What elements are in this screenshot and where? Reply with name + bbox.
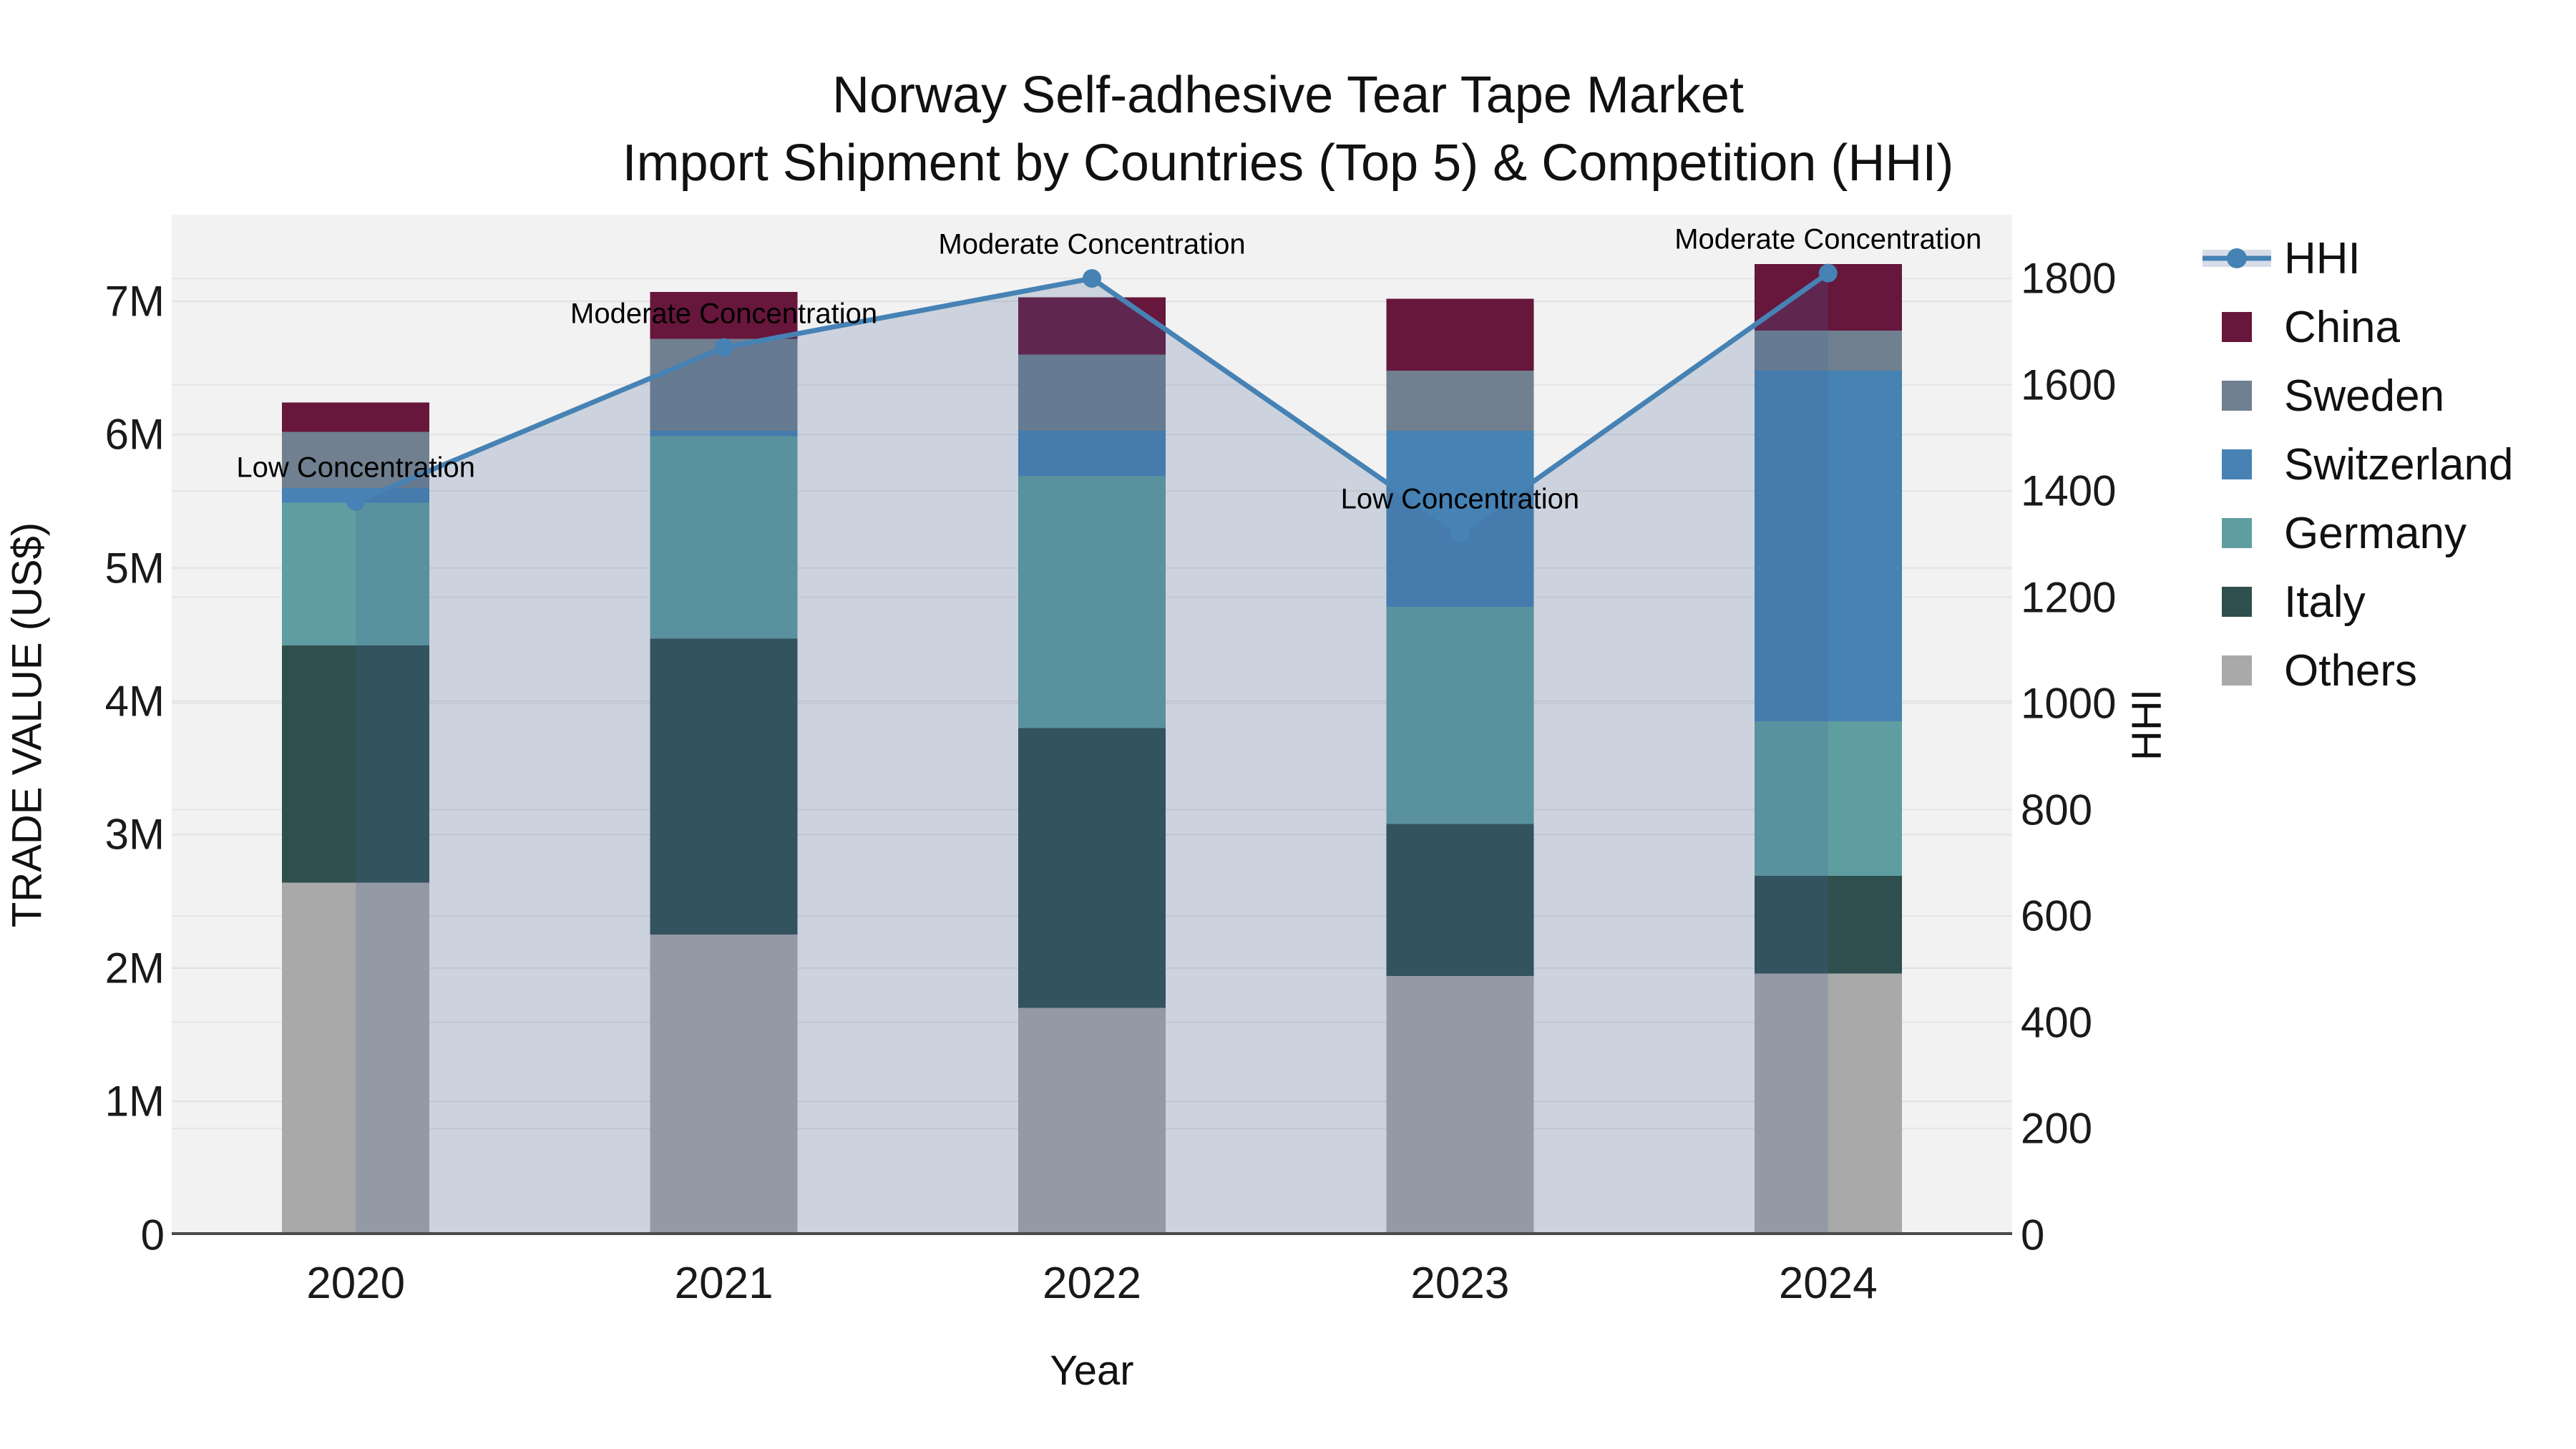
annotation-2023-low-concentration: Low Concentration — [1340, 483, 1580, 515]
bar-segment-2022-others — [1018, 1008, 1166, 1235]
plot-area — [172, 215, 2012, 1235]
legend-swatch-sweden — [2202, 381, 2271, 411]
x-tick-2022: 2022 — [1043, 1259, 1141, 1308]
y-left-tick-7M: 7M — [104, 277, 165, 326]
hhi-marker-2023 — [1450, 524, 1470, 543]
bar-segment-2023-china — [1386, 298, 1534, 371]
hhi-band-swatch — [2202, 248, 2271, 268]
bar-segment-2024-germany — [1754, 721, 1902, 877]
legend-label-china: China — [2284, 302, 2400, 352]
legend-entry-italy: Italy — [2202, 567, 2513, 636]
color-swatch-switzerland — [2222, 449, 2252, 479]
y-right-tick-600: 600 — [2021, 892, 2093, 940]
y-right-tick-200: 200 — [2021, 1104, 2093, 1153]
legend-entry-germany: Germany — [2202, 499, 2513, 567]
legend-label-hhi: HHI — [2284, 233, 2361, 283]
color-swatch-china — [2222, 312, 2252, 342]
plot-canvas — [172, 263, 2012, 1235]
bar-segment-2021-italy — [650, 638, 798, 935]
hhi-marker-2024 — [1818, 263, 1838, 283]
legend-entry-switzerland: Switzerland — [2202, 430, 2513, 499]
legend-label-germany: Germany — [2284, 508, 2467, 558]
bar-segment-2022-sweden — [1018, 354, 1166, 431]
bar-segment-2022-china — [1018, 297, 1166, 355]
legend-swatch-others — [2202, 655, 2271, 686]
legend-entry-china: China — [2202, 293, 2513, 361]
hhi-line-icon — [2202, 248, 2271, 268]
x-axis-title: Year — [1050, 1347, 1134, 1394]
legend-swatch-switzerland — [2202, 449, 2271, 479]
legend-label-italy: Italy — [2284, 577, 2366, 627]
y-right-tick-1600: 1600 — [2021, 361, 2117, 409]
color-swatch-germany — [2222, 518, 2252, 548]
y-right-tick-1800: 1800 — [2021, 254, 2117, 303]
legend-label-switzerland: Switzerland — [2284, 439, 2514, 489]
bar-segment-2024-sweden — [1754, 331, 1902, 371]
legend-label-others: Others — [2284, 645, 2418, 696]
legend-swatch-italy — [2202, 587, 2271, 617]
bar-segment-2021-switzerland — [650, 430, 798, 436]
legend-entry-sweden: Sweden — [2202, 361, 2513, 430]
x-tick-2024: 2024 — [1778, 1259, 1878, 1308]
y-left-tick-6M: 6M — [104, 410, 165, 459]
hhi-marker-2022 — [1083, 269, 1101, 288]
bar-segment-2021-china — [650, 292, 798, 339]
y-right-tick-1400: 1400 — [2021, 467, 2117, 515]
bar-segment-2023-switzerland — [1386, 430, 1534, 607]
color-swatch-sweden — [2222, 381, 2252, 411]
bar-segment-2020-china — [282, 402, 430, 432]
bar-segment-2024-others — [1754, 973, 1902, 1235]
bar-segment-2022-germany — [1018, 476, 1166, 728]
color-swatch-others — [2222, 655, 2252, 686]
bar-segment-2020-italy — [282, 645, 430, 883]
hhi-area-fill — [356, 273, 1828, 1235]
bar-segment-2021-others — [650, 935, 798, 1235]
y-left-tick-3M: 3M — [104, 810, 165, 859]
color-swatch-italy — [2222, 587, 2252, 617]
y-right-axis-title: HHI — [2123, 689, 2170, 761]
y-right-tick-0: 0 — [2021, 1211, 2045, 1259]
bar-segment-2020-others — [282, 882, 430, 1235]
legend-swatch-germany — [2202, 518, 2271, 548]
bar-segment-2024-italy — [1754, 876, 1902, 974]
annotation-2021-moderate-concentration: Moderate Concentration — [570, 298, 878, 330]
x-tick-2021: 2021 — [674, 1259, 774, 1308]
annotation-2022-moderate-concentration: Moderate Concentration — [938, 228, 1246, 260]
annotation-2020-low-concentration: Low Concentration — [236, 452, 475, 484]
chart-title-line2: Import Shipment by Countries (Top 5) & C… — [622, 135, 1954, 192]
hhi-marker-dot-icon — [2227, 248, 2247, 268]
bar-segment-2023-italy — [1386, 824, 1534, 977]
chart-title-line1: Norway Self-adhesive Tear Tape Market — [832, 67, 1744, 124]
bar-segment-2020-germany — [282, 502, 430, 645]
bar-segment-2022-switzerland — [1018, 430, 1166, 477]
x-tick-2020: 2020 — [306, 1259, 406, 1308]
y-left-tick-1M: 1M — [104, 1077, 165, 1126]
y-right-tick-1200: 1200 — [2021, 573, 2117, 622]
hhi-marker-2021 — [714, 338, 733, 357]
y-left-axis-title: TRADE VALUE (US$) — [4, 522, 51, 928]
y-left-tick-2M: 2M — [104, 944, 165, 992]
legend-entry-others: Others — [2202, 636, 2513, 705]
chart-title: Norway Self-adhesive Tear Tape Market Im… — [0, 62, 2576, 197]
bar-segment-2024-switzerland — [1754, 371, 1902, 722]
y-left-tick-5M: 5M — [104, 544, 165, 592]
hhi-marker-2020 — [346, 492, 366, 511]
bar-segment-2022-italy — [1018, 728, 1166, 1008]
bar-segment-2023-others — [1386, 976, 1534, 1235]
bar-segment-2023-sweden — [1386, 371, 1534, 431]
bar-segment-2023-germany — [1386, 606, 1534, 824]
y-left-tick-0: 0 — [140, 1211, 165, 1259]
y-right-tick-800: 800 — [2021, 786, 2093, 834]
legend-entry-hhi: HHI — [2202, 224, 2513, 293]
y-right-tick-1000: 1000 — [2021, 679, 2117, 728]
y-right-tick-400: 400 — [2021, 998, 2093, 1047]
annotation-2024-moderate-concentration: Moderate Concentration — [1674, 223, 1982, 255]
bar-segment-2021-germany — [650, 436, 798, 639]
legend-label-sweden: Sweden — [2284, 371, 2445, 421]
legend-swatch-china — [2202, 312, 2271, 342]
x-tick-2023: 2023 — [1410, 1259, 1510, 1308]
y-left-tick-4M: 4M — [104, 677, 165, 726]
legend: HHI China Sweden Switzerland Germany Italy Oth… — [2202, 224, 2513, 705]
